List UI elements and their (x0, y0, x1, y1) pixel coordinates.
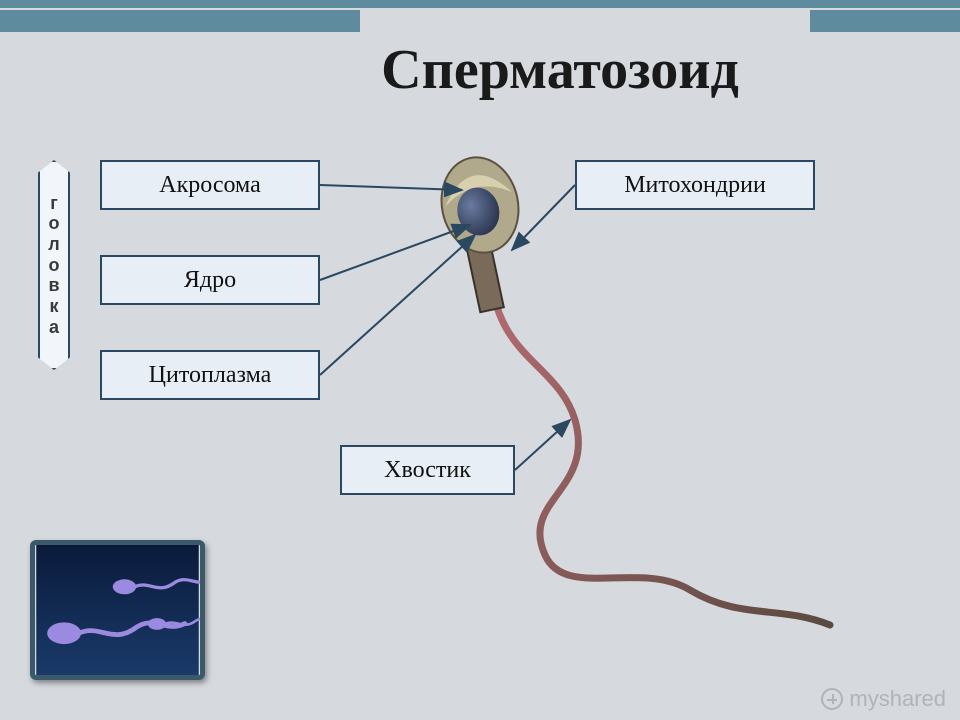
watermark: myshared (821, 686, 946, 712)
label-mitochondria: Митохондрии (575, 160, 815, 210)
thumbnail-image (30, 540, 205, 680)
label-cytoplasm: Цитоплазма (100, 350, 320, 400)
slide: Сперматозоид головка Акросома Ядро Цитоп… (0, 0, 960, 720)
arrow-lines (320, 185, 575, 470)
thumbnail-svg (35, 545, 200, 675)
page-title: Сперматозоид (0, 38, 940, 102)
watermark-text: myshared (849, 686, 946, 712)
cell-illustration (433, 150, 830, 625)
top-bar-thin (0, 0, 960, 8)
label-tail: Хвостик (340, 445, 515, 495)
head-group-label: головка (38, 160, 70, 370)
top-bar-thick (0, 10, 960, 32)
label-nucleus: Ядро (100, 255, 320, 305)
label-acrosome: Акросома (100, 160, 320, 210)
watermark-icon (821, 688, 843, 710)
top-decoration (0, 0, 960, 32)
